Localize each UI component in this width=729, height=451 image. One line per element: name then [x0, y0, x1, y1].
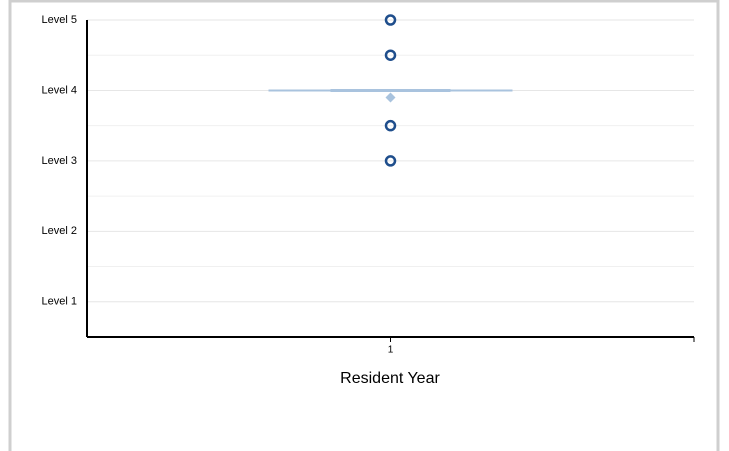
- y-tick-label: Level 5: [42, 14, 77, 26]
- x-axis-label: Resident Year: [340, 370, 440, 387]
- y-tick-label: Level 2: [42, 225, 77, 237]
- y-tick-label: Level 4: [42, 84, 77, 96]
- outlier-point: [384, 14, 397, 26]
- y-tick-label: Level 1: [42, 296, 77, 308]
- mean-marker: [385, 92, 396, 103]
- outlier-point: [384, 49, 397, 61]
- outlier-point: [384, 119, 397, 132]
- x-tick-label: 1: [388, 345, 394, 356]
- y-tick-label: Level 3: [42, 155, 77, 167]
- frame: [8, 0, 720, 451]
- outlier-point: [384, 155, 397, 167]
